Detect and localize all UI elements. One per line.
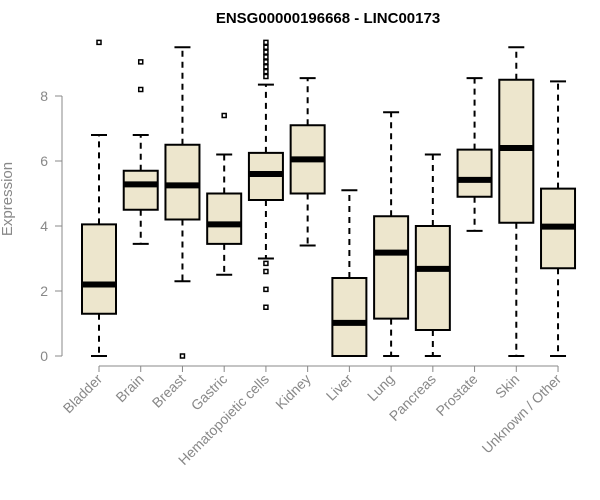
box-group [540,80,577,357]
outlier-point [263,286,269,293]
box-iqr [206,192,243,245]
outlier-point [263,73,269,80]
x-tick-label: Skin [492,371,523,402]
y-tick-label: 2 [40,283,48,299]
outlier-point [179,353,186,359]
y-axis-title: Expression [0,162,16,236]
outlier-point [263,44,269,50]
box-iqr [164,143,201,221]
box-iqr [498,78,535,224]
outlier-point [263,39,269,46]
outlier-point [263,59,269,65]
outlier-point [263,304,269,310]
y-tick-label: 0 [40,348,48,364]
y-tick-label: 4 [40,218,48,234]
y-tick-label: 6 [40,153,48,169]
box-iqr [331,277,368,357]
x-tick-label: Brain [112,371,146,405]
x-tick-label: Prostate [433,371,481,419]
x-tick-label: Lung [364,371,397,404]
outlier-point [263,268,269,275]
box-iqr [122,169,159,211]
outlier-point [263,64,269,70]
outlier-point [263,260,269,267]
x-tick-label: Bladder [60,371,106,417]
box-group [81,39,117,357]
y-tick-label: 8 [40,88,48,104]
box-group [498,46,535,357]
outlier-point [137,86,144,93]
box-group [414,153,451,357]
x-tick-label: Unknown / Other [479,371,565,457]
box-group [122,59,159,245]
outlier-point [263,49,269,55]
outlier-point [263,68,269,75]
x-tick-label: Breast [149,371,189,411]
outlier-point [221,112,227,119]
box-group [373,111,410,357]
y-axis: 0 2 4 6 8 [40,88,63,364]
outlier-point [263,54,269,60]
box-iqr [81,223,117,315]
box-group [164,46,201,359]
box-group [456,77,493,232]
box-iqr [414,225,451,331]
box-iqr [456,148,493,198]
box-group [331,189,368,357]
boxes-layer [81,39,577,359]
x-tick-label: Kidney [272,371,314,413]
box-iqr [373,215,410,320]
chart-title: ENSG00000196668 - LINC00173 [216,10,440,27]
x-tick-label: Liver [323,371,356,404]
outlier-point [96,39,102,46]
box-group [247,39,284,310]
outlier-point [137,59,144,65]
box-group [206,112,243,276]
box-group [289,77,326,247]
